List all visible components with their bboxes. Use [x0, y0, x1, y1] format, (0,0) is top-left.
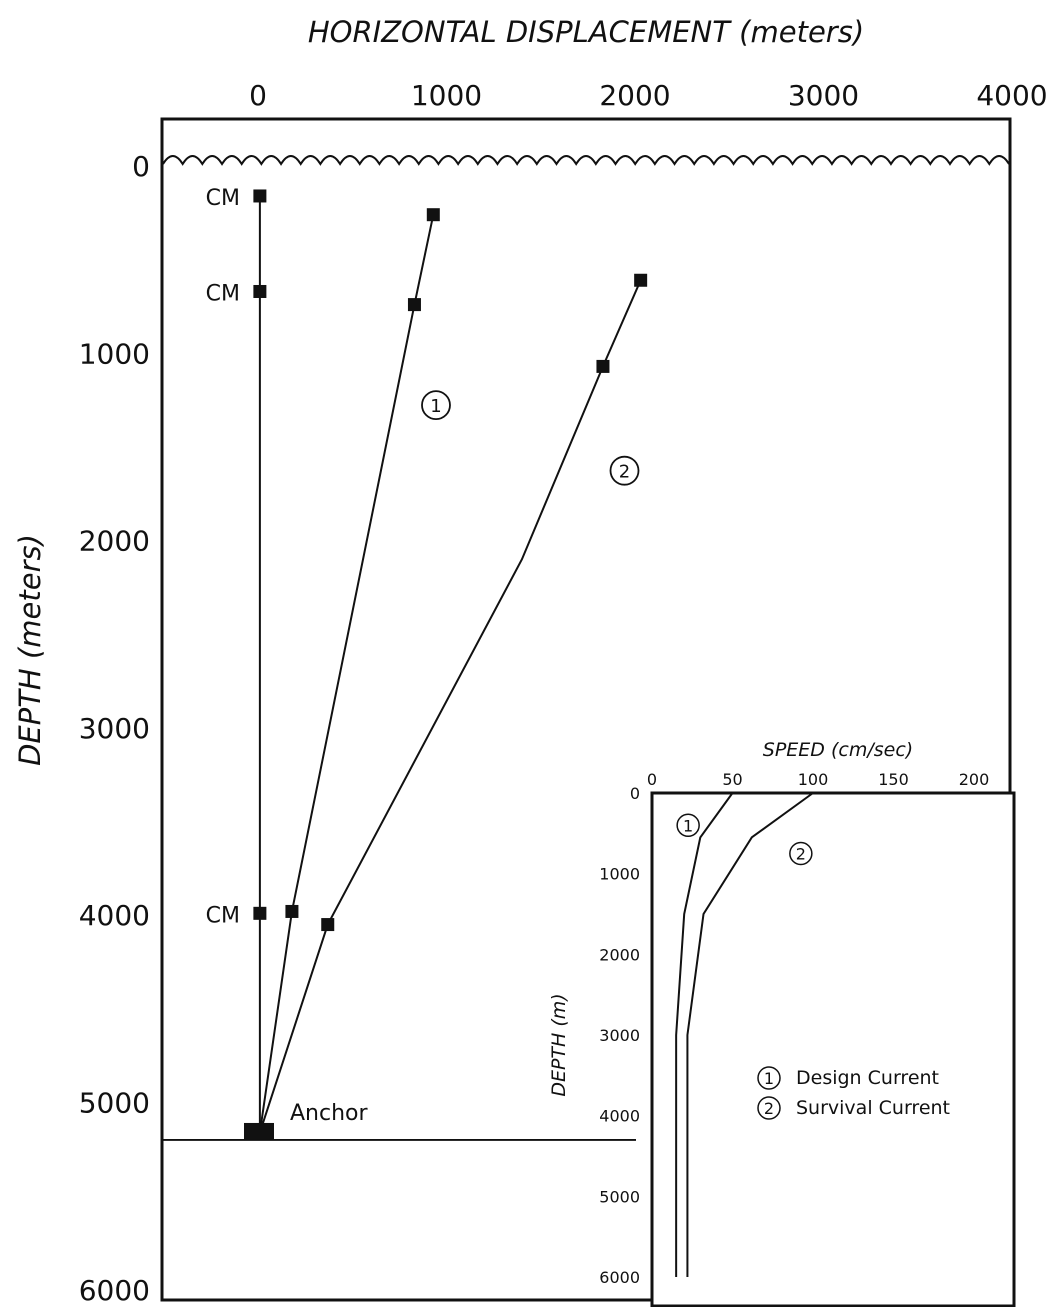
main-x-tick-label: 2000: [599, 79, 670, 112]
inset-curve-label-circle: [789, 841, 813, 866]
main-curve-labels: 12: [421, 390, 640, 486]
instrument-marker: [407, 298, 421, 312]
main-chart: HORIZONTAL DISPLACEMENT (meters) DEPTH (…: [13, 15, 1048, 1307]
inset-y-tick-label: 1000: [599, 865, 640, 884]
inset-series: [675, 792, 814, 1278]
main-y-tick-label: 2000: [79, 525, 150, 558]
main-plot-frame: [160, 117, 1012, 1302]
inset-x-tick-label: 150: [878, 770, 909, 789]
instrument-marker: [285, 904, 299, 918]
curve-label-2: 2: [619, 462, 630, 483]
inset-curve-label-1: 1: [683, 816, 693, 835]
main-series: [253, 189, 648, 1133]
curve-label-1: 1: [430, 396, 441, 417]
instrument-marker: [253, 284, 267, 298]
main-y-tick-label: 6000: [79, 1274, 150, 1307]
main-y-tick-label: 0: [132, 150, 150, 183]
inset-x-tick-label: 200: [959, 770, 990, 789]
main-y-tick-label: 3000: [79, 712, 150, 745]
cm-label: CM: [206, 186, 240, 211]
inset-background: [652, 793, 1014, 1306]
main-y-ticks: 0 1000 2000 3000 4000 5000 6000: [79, 150, 150, 1307]
instrument-marker: [426, 208, 440, 222]
curve-label-circle: [421, 390, 451, 421]
inset-x-axis-title: SPEED (cm/sec): [763, 739, 913, 761]
main-x-tick-label: 4000: [976, 79, 1047, 112]
inset-curve-labels: 12: [676, 813, 813, 866]
inset-y-tick-label: 2000: [599, 945, 640, 964]
anchor-block: [244, 1122, 274, 1140]
inset-y-tick-label: 6000: [599, 1268, 640, 1287]
main-y-axis-title: DEPTH (meters): [13, 534, 47, 766]
main-x-axis-title: HORIZONTAL DISPLACEMENT (meters): [308, 15, 864, 49]
instrument-marker: [634, 273, 648, 287]
legend-marker-2: 2: [764, 1099, 774, 1118]
inset-y-tick-label: 0: [630, 784, 640, 803]
inset-curve-label-circle: [676, 813, 700, 838]
legend-marker-1: 1: [764, 1069, 774, 1088]
speed-profile-2: [686, 792, 814, 1278]
legend-entry-1: Design Current: [796, 1067, 939, 1089]
main-x-tick-label: 0: [249, 79, 267, 112]
main-y-tick-label: 1000: [79, 337, 150, 370]
instrument-marker: [321, 918, 335, 932]
instrument-marker: [253, 189, 267, 203]
cm-label: CM: [206, 903, 240, 928]
inset-chart: SPEED (cm/sec) DEPTH (m) 0 50 100 150 200 0 1…: [548, 739, 1016, 1307]
main-x-ticks: 0 1000 2000 3000 4000: [249, 79, 1048, 112]
instrument-marker: [596, 359, 610, 373]
main-x-tick-label: 1000: [411, 79, 482, 112]
cm-labels: CM CM CM: [206, 186, 240, 928]
inset-y-tick-label: 5000: [599, 1187, 640, 1206]
instrument-marker: [253, 906, 267, 920]
inset-x-tick-label: 0: [647, 770, 657, 789]
inset-y-tick-label: 4000: [599, 1107, 640, 1126]
legend-marker-circle: [757, 1066, 781, 1090]
inset-y-axis-title: DEPTH (m): [548, 993, 570, 1096]
legend-entry-2: Survival Current: [796, 1097, 950, 1119]
inset-x-ticks: 0 50 100 150 200: [647, 770, 989, 789]
inset-x-tick-label: 100: [798, 770, 829, 789]
speed-profile-1: [675, 792, 734, 1278]
mooring-line-3: [258, 279, 642, 1133]
sea-surface-wave: [162, 155, 1010, 166]
main-y-tick-label: 5000: [79, 1087, 150, 1120]
mooring-line-2: [258, 214, 435, 1133]
main-x-tick-label: 3000: [788, 79, 859, 112]
inset-curve-label-2: 2: [796, 845, 806, 864]
main-y-tick-label: 4000: [79, 899, 150, 932]
inset-x-tick-label: 50: [722, 770, 742, 789]
inset-y-tick-label: 3000: [599, 1026, 640, 1045]
inset-legend: 1 Design Current 2 Survival Current: [757, 1066, 950, 1120]
inset-plot-frame: [650, 791, 1016, 1307]
anchor-label: Anchor: [290, 1101, 368, 1126]
cm-label: CM: [206, 281, 240, 306]
inset-y-ticks: 0 1000 2000 3000 4000 5000 6000: [599, 784, 640, 1287]
curve-label-circle: [609, 455, 640, 486]
legend-marker-circle: [757, 1096, 781, 1120]
